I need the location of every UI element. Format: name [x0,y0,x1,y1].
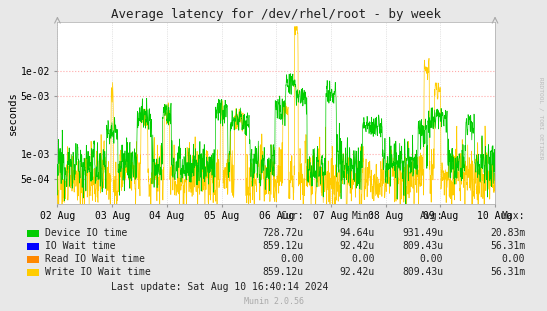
Text: 92.42u: 92.42u [340,241,375,251]
Text: Min:: Min: [351,211,375,221]
Text: RRDTOOL / TOBI OETIKER: RRDTOOL / TOBI OETIKER [538,77,543,160]
Text: Munin 2.0.56: Munin 2.0.56 [243,297,304,306]
Text: 859.12u: 859.12u [263,267,304,277]
Text: Max:: Max: [502,211,525,221]
Text: 0.00: 0.00 [280,254,304,264]
Text: IO Wait time: IO Wait time [45,241,115,251]
Text: Write IO Wait time: Write IO Wait time [45,267,150,277]
Title: Average latency for /dev/rhel/root - by week: Average latency for /dev/rhel/root - by … [111,7,441,21]
Text: 92.42u: 92.42u [340,267,375,277]
Text: 728.72u: 728.72u [263,228,304,238]
Text: Avg:: Avg: [420,211,443,221]
Text: 56.31m: 56.31m [490,241,525,251]
Text: 56.31m: 56.31m [490,267,525,277]
Text: 809.43u: 809.43u [402,241,443,251]
Y-axis label: seconds: seconds [8,91,18,135]
Text: Cur:: Cur: [280,211,304,221]
Text: 809.43u: 809.43u [402,267,443,277]
Text: Last update: Sat Aug 10 16:40:14 2024: Last update: Sat Aug 10 16:40:14 2024 [111,282,328,292]
Text: 0.00: 0.00 [351,254,375,264]
Text: 0.00: 0.00 [420,254,443,264]
Text: 859.12u: 859.12u [263,241,304,251]
Text: 20.83m: 20.83m [490,228,525,238]
Text: Device IO time: Device IO time [45,228,127,238]
Text: 0.00: 0.00 [502,254,525,264]
Text: 94.64u: 94.64u [340,228,375,238]
Text: 931.49u: 931.49u [402,228,443,238]
Text: Read IO Wait time: Read IO Wait time [45,254,145,264]
